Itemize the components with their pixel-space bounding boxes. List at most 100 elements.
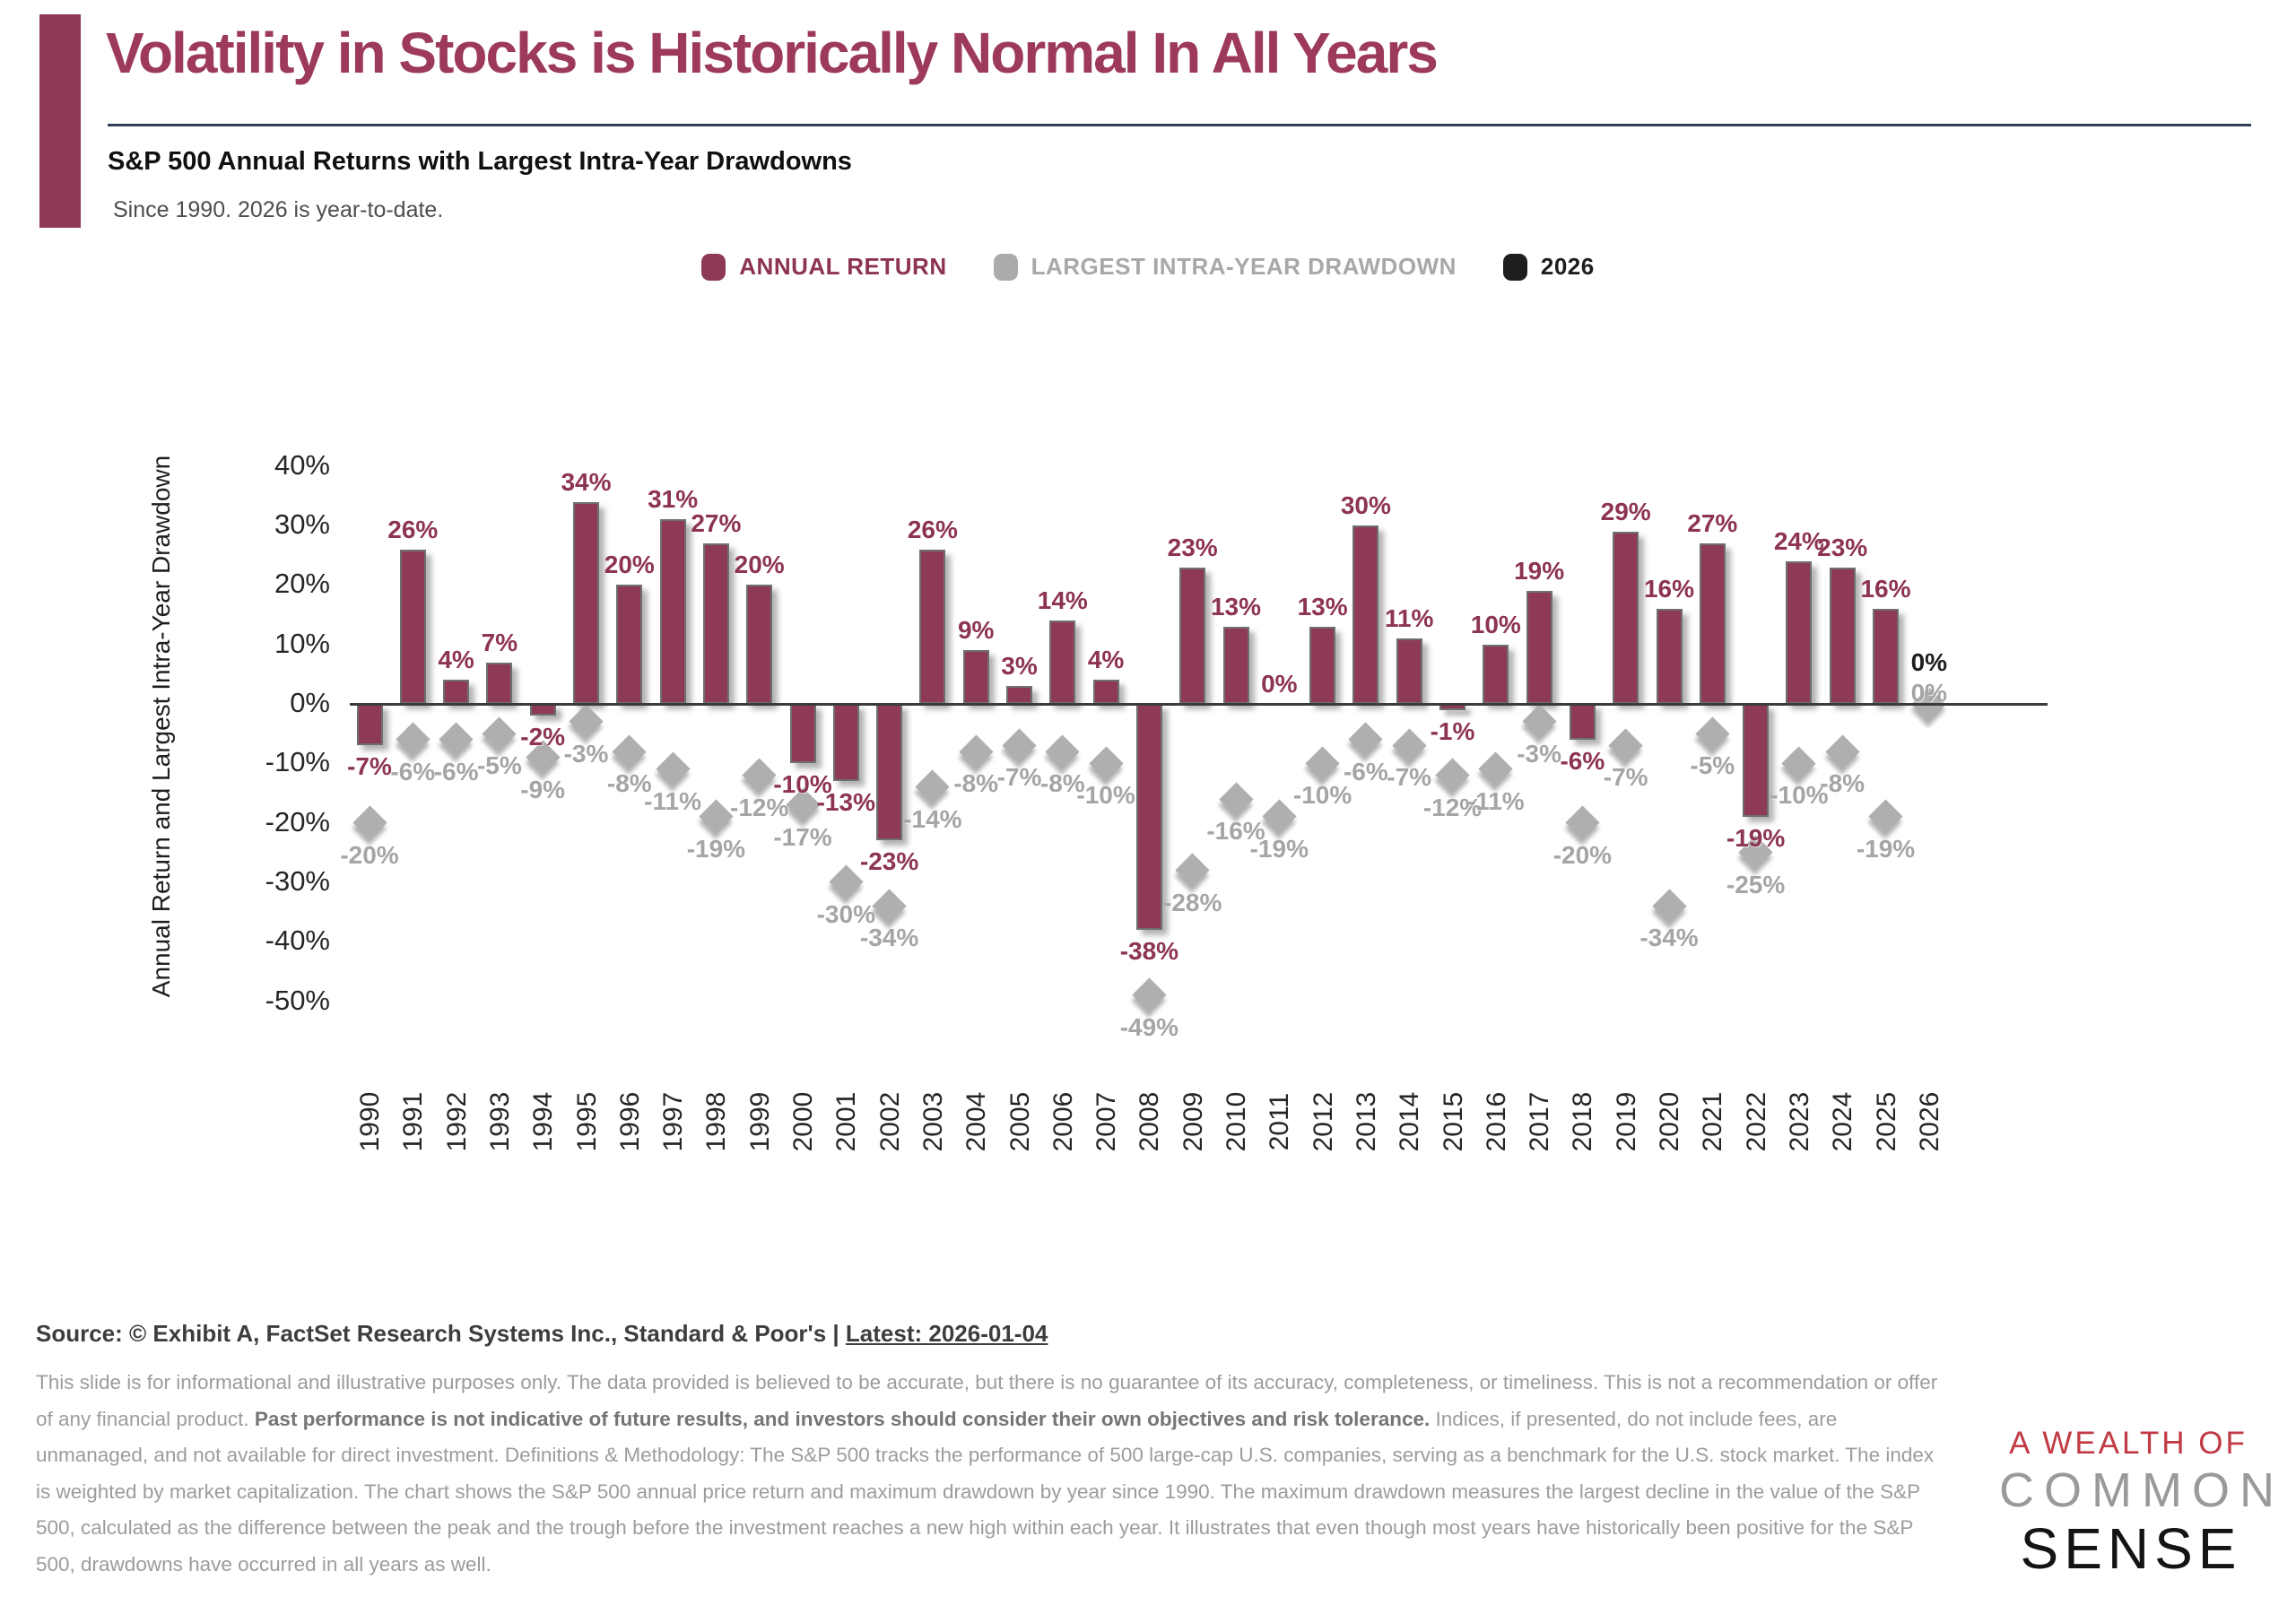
legend-label: ANNUAL RETURN: [739, 253, 947, 280]
title-divider: [108, 124, 2251, 126]
bar-2018: [1569, 704, 1596, 740]
x-label-2011: 2011: [1265, 1092, 1295, 1151]
x-label-1998: 1998: [701, 1091, 732, 1152]
drawdown-label-2004: -8%: [953, 769, 999, 798]
drawdown-label-2003: -14%: [903, 804, 962, 833]
drawdown-label-2018: -20%: [1552, 840, 1613, 869]
bar-2004: [962, 650, 989, 704]
drawdown-label-2007: -10%: [1076, 781, 1135, 810]
return-label-2025: 16%: [1860, 574, 1911, 603]
bar-2008: [1135, 704, 1162, 930]
bar-2001: [832, 704, 859, 782]
return-label-2003: 26%: [907, 515, 958, 543]
return-label-2008: -38%: [1119, 936, 1179, 965]
return-label-2015: -1%: [1430, 716, 1475, 745]
annual-return-marker-icon: [701, 253, 726, 281]
return-label-2018: -6%: [1560, 746, 1605, 775]
drawdown-label-2021: -5%: [1690, 751, 1735, 780]
drawdown-diamond-2021: [1695, 716, 1730, 751]
y-tick--30: -30%: [265, 864, 330, 897]
x-label-1993: 1993: [484, 1091, 515, 1152]
x-label-2019: 2019: [1611, 1091, 1641, 1152]
x-label-2003: 2003: [918, 1091, 948, 1152]
x-label-1995: 1995: [571, 1091, 602, 1152]
x-label-2022: 2022: [1741, 1091, 1771, 1152]
x-label-2025: 2025: [1871, 1091, 1901, 1152]
bar-2003: [919, 549, 946, 704]
legend-item-drawdown: LARGEST INTRA-YEAR DRAWDOWN: [993, 253, 1457, 281]
logo-line-1: A WEALTH OF: [2009, 1426, 2248, 1461]
y-tick--20: -20%: [265, 805, 330, 838]
chart-tagline: Since 1990. 2026 is year-to-date.: [113, 197, 444, 222]
drawdown-diamond-1991: [396, 722, 430, 757]
drawdown-label-1991: -6%: [390, 757, 436, 785]
return-label-2024: 23%: [1817, 533, 1868, 561]
x-label-2020: 2020: [1655, 1091, 1684, 1152]
disclaimer: This slide is for informational and illu…: [36, 1365, 1946, 1583]
bar-2012: [1309, 626, 1336, 704]
drawdown-marker-icon: [993, 253, 1018, 281]
drawdown-label-2014: -7%: [1387, 763, 1432, 792]
bar-2021: [1699, 542, 1726, 704]
return-label-2020: 16%: [1643, 574, 1695, 603]
drawdown-label-2025: -19%: [1856, 834, 1916, 863]
bar-2024: [1829, 567, 1856, 704]
bar-2025: [1873, 608, 1899, 704]
drawdown-label-1995: -3%: [563, 739, 609, 768]
drawdown-diamond-2020: [1651, 889, 1687, 924]
return-label-1992: 4%: [438, 646, 474, 674]
bar-1997: [659, 519, 686, 704]
return-label-2000: -10%: [773, 770, 832, 799]
bar-2013: [1352, 525, 1379, 704]
x-label-2023: 2023: [1784, 1091, 1814, 1152]
bar-1990: [356, 704, 383, 746]
drawdown-label-2022: -25%: [1726, 870, 1786, 898]
bar-2016: [1483, 644, 1509, 704]
bar-1998: [702, 542, 729, 704]
bar-2022: [1743, 704, 1770, 817]
chart-subtitle: S&P 500 Annual Returns with Largest Intr…: [108, 147, 852, 176]
source-text: Source: © Exhibit A, FactSet Research Sy…: [36, 1320, 846, 1347]
logo-line-2: COMMON: [1999, 1463, 2284, 1517]
return-label-1999: 20%: [734, 551, 785, 579]
return-label-2006: 14%: [1037, 586, 1088, 615]
drawdown-label-2006: -8%: [1039, 769, 1085, 798]
bar-2010: [1222, 626, 1249, 704]
return-label-2005: 3%: [1001, 652, 1038, 681]
return-label-2009: 23%: [1167, 533, 1218, 561]
x-label-1990: 1990: [355, 1091, 385, 1152]
x-label-1997: 1997: [658, 1091, 689, 1152]
bar-2005: [1006, 686, 1032, 704]
drawdown-label-2019: -7%: [1603, 763, 1648, 792]
legend-item-2026: 2026: [1502, 253, 1595, 281]
drawdown-diamond-1990: [352, 805, 387, 840]
drawdown-label-1998: -19%: [686, 834, 746, 863]
x-label-2013: 2013: [1351, 1091, 1381, 1152]
drawdown-label-1996: -8%: [606, 769, 652, 798]
drawdown-label-2008: -49%: [1119, 1012, 1179, 1041]
bar-2017: [1526, 591, 1552, 704]
x-label-2000: 2000: [788, 1091, 818, 1152]
return-label-2010: 13%: [1210, 592, 1262, 621]
logo-line-3: SENSE: [2020, 1516, 2242, 1581]
drawdown-label-2011: -19%: [1249, 834, 1309, 863]
drawdown-label-2009: -28%: [1163, 888, 1222, 916]
x-label-2001: 2001: [831, 1091, 862, 1152]
drawdown-label-2001: -30%: [816, 899, 875, 928]
source-latest-link[interactable]: Latest: 2026-01-04: [845, 1320, 1048, 1347]
x-label-2002: 2002: [874, 1091, 905, 1152]
x-label-2008: 2008: [1135, 1091, 1165, 1152]
drawdown-diamond-2025: [1868, 799, 1903, 835]
y-tick-0: 0%: [290, 687, 330, 718]
x-label-2014: 2014: [1395, 1091, 1425, 1152]
y-tick--50: -50%: [265, 984, 330, 1016]
y-tick-30: 30%: [274, 508, 330, 541]
return-label-1995: 34%: [561, 467, 612, 496]
x-label-1999: 1999: [744, 1091, 775, 1152]
return-label-1991: 26%: [387, 515, 439, 543]
bar-2023: [1786, 560, 1813, 704]
return-label-2007: 4%: [1087, 646, 1125, 674]
drawdown-label-2023: -10%: [1770, 781, 1829, 810]
x-label-2026: 2026: [1914, 1091, 1944, 1152]
return-label-1990: -7%: [347, 752, 392, 781]
